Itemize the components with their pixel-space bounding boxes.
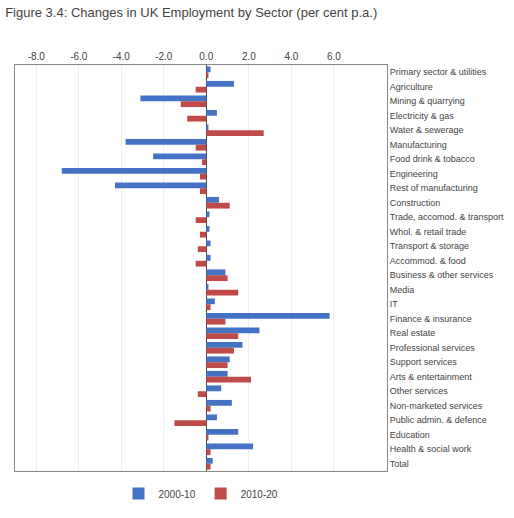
svg-text:IT: IT — [390, 299, 399, 309]
svg-text:Non-marketed services: Non-marketed services — [390, 401, 483, 411]
svg-text:Mining & quarrying: Mining & quarrying — [390, 96, 465, 106]
svg-text:Whol. & retail trade: Whol. & retail trade — [390, 227, 467, 237]
svg-text:Manufacturing: Manufacturing — [390, 140, 447, 150]
svg-text:Construction: Construction — [390, 198, 441, 208]
svg-text:-8.0: -8.0 — [28, 51, 46, 62]
svg-text:Transport & storage: Transport & storage — [390, 241, 469, 251]
svg-text:Primary sector & utilities: Primary sector & utilities — [390, 67, 487, 77]
svg-text:Support services: Support services — [390, 357, 458, 367]
svg-text:Education: Education — [390, 430, 430, 440]
svg-text:Total: Total — [390, 459, 409, 469]
svg-text:2.0: 2.0 — [242, 51, 256, 62]
svg-text:Agriculture: Agriculture — [390, 82, 433, 92]
svg-text:Arts & entertainment: Arts & entertainment — [390, 372, 473, 382]
svg-text:Professional services: Professional services — [390, 343, 476, 353]
svg-text:Other services: Other services — [390, 386, 449, 396]
svg-text:6.0: 6.0 — [327, 51, 341, 62]
svg-text:Health & social work: Health & social work — [390, 444, 472, 454]
svg-text:-6.0: -6.0 — [70, 51, 88, 62]
svg-text:Trade, accomod. & transport: Trade, accomod. & transport — [390, 212, 504, 222]
svg-text:-4.0: -4.0 — [113, 51, 131, 62]
svg-text:Real estate: Real estate — [390, 328, 436, 338]
svg-text:Figure 3.4: Changes in UK Empl: Figure 3.4: Changes in UK Employment by … — [5, 5, 377, 20]
svg-text:Engineering: Engineering — [390, 169, 438, 179]
svg-text:0.0: 0.0 — [199, 51, 213, 62]
svg-text:2010-20: 2010-20 — [241, 489, 278, 500]
svg-text:Water & sewerage: Water & sewerage — [390, 125, 464, 135]
svg-text:2000-10: 2000-10 — [159, 489, 196, 500]
svg-text:Accommod. & food: Accommod. & food — [390, 256, 466, 266]
svg-text:Food drink & tobacco: Food drink & tobacco — [390, 154, 475, 164]
svg-text:4.0: 4.0 — [284, 51, 298, 62]
svg-text:Media: Media — [390, 285, 415, 295]
svg-text:Public admin. & defence: Public admin. & defence — [390, 415, 487, 425]
svg-text:Business & other services: Business & other services — [390, 270, 494, 280]
svg-text:Rest of manufacturing: Rest of manufacturing — [390, 183, 478, 193]
svg-text:Electricity & gas: Electricity & gas — [390, 111, 455, 121]
svg-text:Finance & insurance: Finance & insurance — [390, 314, 472, 324]
svg-text:-2.0: -2.0 — [155, 51, 173, 62]
